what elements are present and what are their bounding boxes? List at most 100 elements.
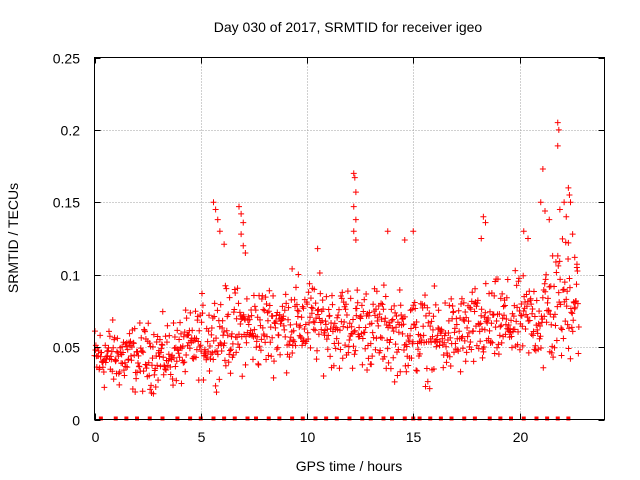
zero-point [232, 416, 237, 421]
data-point [111, 334, 118, 341]
data-point [267, 339, 274, 346]
data-point [550, 314, 557, 321]
data-point [407, 332, 414, 339]
data-point [420, 323, 427, 330]
data-point [350, 228, 357, 235]
data-point [139, 348, 146, 355]
data-point [128, 343, 135, 350]
data-point [312, 327, 319, 334]
data-point [334, 314, 341, 321]
data-point [156, 353, 163, 360]
data-point [323, 336, 330, 343]
data-point [539, 294, 546, 301]
data-point [542, 207, 548, 214]
data-point [120, 367, 127, 374]
data-point [200, 376, 207, 383]
data-point [180, 359, 187, 366]
data-point [526, 317, 533, 324]
data-point [514, 304, 521, 311]
data-point [297, 322, 304, 329]
data-point [212, 382, 219, 389]
data-point [413, 318, 420, 325]
data-point [410, 228, 417, 235]
data-point [167, 371, 174, 378]
data-point [374, 314, 381, 321]
data-point [478, 306, 485, 313]
data-point [315, 331, 322, 338]
data-point [443, 359, 450, 366]
data-point [473, 303, 480, 310]
zero-point [347, 416, 352, 421]
data-point [401, 313, 408, 320]
data-point [305, 336, 312, 343]
data-point [326, 312, 333, 319]
data-point [554, 252, 561, 259]
data-point [536, 308, 543, 315]
data-point [408, 355, 415, 362]
data-point [217, 301, 224, 308]
data-point [497, 323, 504, 330]
y-tick-label: 0.2 [61, 123, 81, 139]
data-point [320, 373, 327, 380]
data-point [498, 322, 505, 329]
data-point [162, 366, 169, 373]
data-point [398, 311, 405, 318]
data-point [504, 276, 511, 283]
zero-point [462, 416, 467, 421]
zero-point [487, 416, 492, 421]
data-point [503, 294, 510, 301]
data-point [156, 336, 163, 343]
data-point [181, 329, 188, 336]
data-point [286, 353, 293, 360]
data-point [369, 329, 376, 336]
data-point [120, 349, 127, 356]
data-point [309, 305, 316, 312]
data-point [314, 347, 321, 354]
data-point [224, 332, 231, 339]
data-point [336, 306, 343, 313]
data-point [347, 295, 354, 302]
data-point [149, 343, 156, 350]
data-point [182, 368, 189, 375]
data-point [458, 335, 465, 342]
data-point [166, 332, 173, 339]
data-point [145, 359, 152, 366]
x-axis-label: GPS time / hours [296, 458, 403, 474]
data-point [446, 302, 453, 309]
data-point [472, 285, 479, 292]
data-point [574, 268, 581, 275]
data-point [513, 318, 520, 325]
data-point [425, 319, 432, 326]
data-point [222, 362, 229, 369]
data-point [397, 368, 404, 375]
data-point [422, 383, 429, 390]
y-tick-label: 0.15 [53, 195, 80, 211]
data-point [525, 349, 532, 356]
data-point [352, 189, 359, 196]
data-point [129, 385, 136, 392]
data-point [420, 332, 427, 339]
data-point [293, 301, 300, 308]
data-point [346, 336, 353, 343]
data-point [565, 184, 572, 191]
data-point [429, 326, 436, 333]
data-point [214, 307, 221, 314]
data-point [137, 345, 144, 352]
zero-point [124, 416, 129, 421]
data-point [361, 296, 368, 303]
data-point [513, 282, 520, 289]
data-point [551, 283, 558, 290]
data-point [234, 285, 241, 292]
data-point [337, 346, 344, 353]
data-point [236, 309, 243, 316]
data-point [410, 302, 417, 309]
data-point [401, 236, 408, 243]
data-point [323, 293, 330, 300]
data-point [445, 330, 452, 337]
data-point [307, 314, 314, 321]
data-point [141, 328, 148, 335]
data-point [170, 320, 177, 327]
data-point [339, 289, 346, 296]
data-point [279, 303, 286, 310]
data-point [146, 372, 153, 379]
